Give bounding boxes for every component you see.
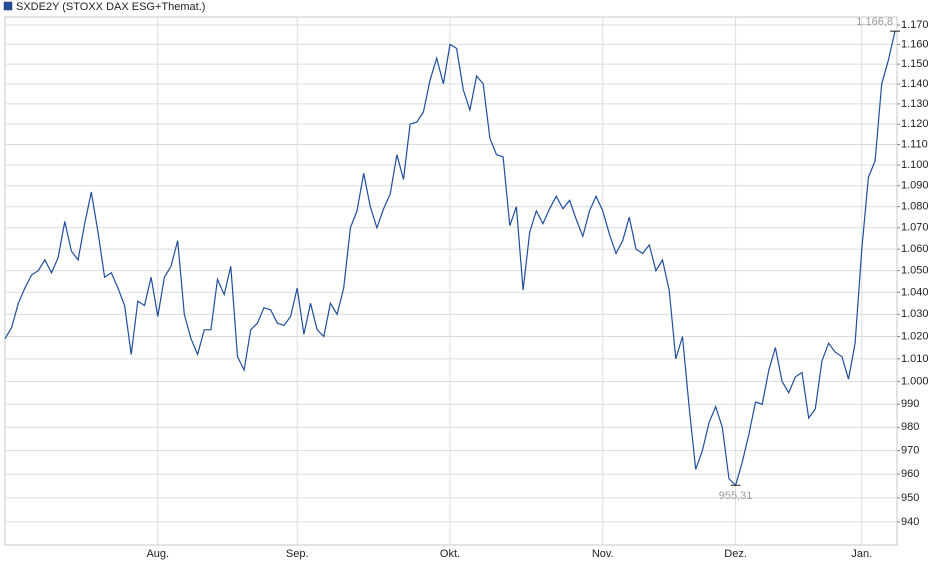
x-tick-label: Jan. xyxy=(851,548,872,560)
y-tick-label: 1.060 xyxy=(901,243,929,255)
y-tick-label: 1.130 xyxy=(901,98,929,110)
legend-label: SXDE2Y (STOXX DAX ESG+Themat.) xyxy=(16,1,205,13)
y-tick-label: 970 xyxy=(901,445,919,457)
y-tick-label: 1.090 xyxy=(901,180,929,192)
x-tick-label: Dez. xyxy=(724,548,747,560)
y-tick-label: 1.170 xyxy=(901,19,929,31)
y-tick-label: 1.030 xyxy=(901,308,929,320)
y-tick-label: 1.120 xyxy=(901,118,929,130)
y-tick-label: 1.140 xyxy=(901,78,929,90)
line xyxy=(4,31,896,487)
y-tick-label: 1.160 xyxy=(901,38,929,50)
y-tick-label: 950 xyxy=(901,492,919,504)
x-tick-label: Okt. xyxy=(440,548,460,560)
y-tick-label: 1.040 xyxy=(901,286,929,298)
y-tick-label: 1.100 xyxy=(901,159,929,171)
x-tick-label: Aug. xyxy=(146,548,169,560)
y-tick-label: 1.020 xyxy=(901,330,929,342)
y-tick-label: 1.080 xyxy=(901,201,929,213)
value-label: 1.166,8 xyxy=(856,16,893,28)
y-tick-label: 1.070 xyxy=(901,222,929,234)
x-tick-label: Nov. xyxy=(592,548,614,560)
y-tick-label: 1.010 xyxy=(901,353,929,365)
y-tick-label: 960 xyxy=(901,468,919,480)
y-tick-label: 940 xyxy=(901,516,919,528)
y-tick-label: 1.110 xyxy=(901,138,928,150)
y-tick-label: 1.000 xyxy=(901,375,929,387)
y-tick-label: 990 xyxy=(901,398,919,410)
legend-swatch xyxy=(3,1,13,11)
y-tick-label: 980 xyxy=(901,421,919,433)
y-tick-label: 1.150 xyxy=(901,58,929,70)
value-label: 955,31 xyxy=(719,490,753,502)
plot-area xyxy=(4,16,898,546)
x-tick-label: Sep. xyxy=(286,548,309,560)
y-tick-label: 1.050 xyxy=(901,265,929,277)
